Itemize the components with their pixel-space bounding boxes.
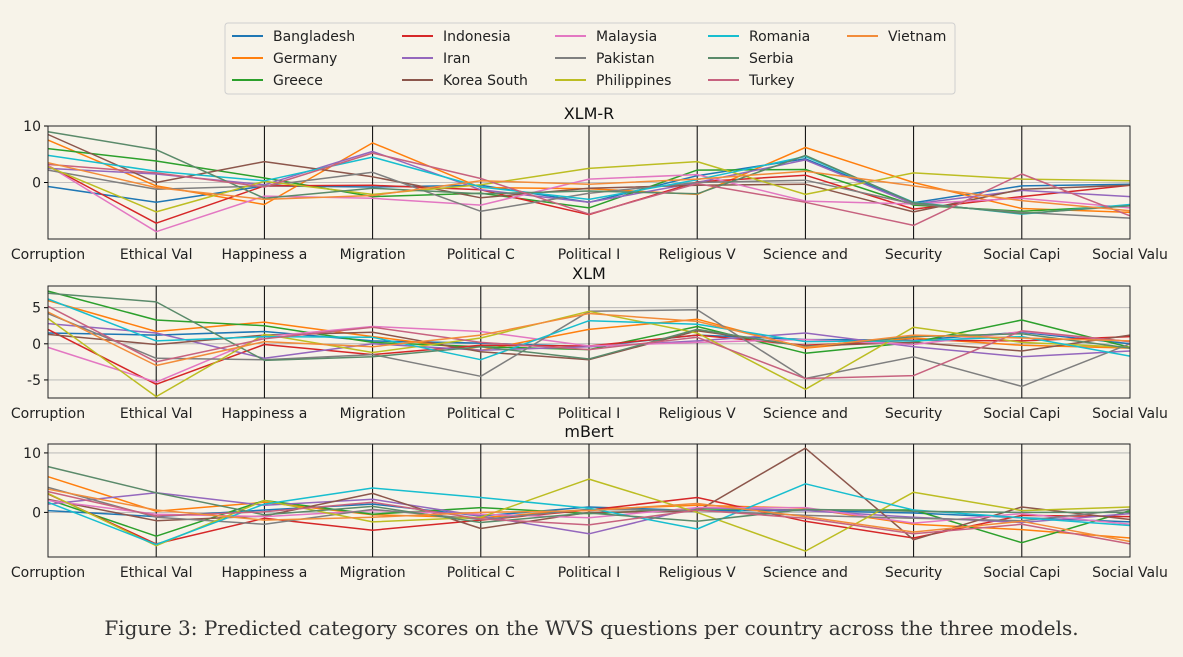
x-tick-label: Religious V: [659, 406, 736, 422]
legend-label: Bangladesh: [273, 29, 355, 45]
panel-mbert: 0 10 Corruption Ethical Val Happiness a Migra…: [11, 422, 1168, 581]
series-line-vietnam: [47, 488, 1131, 543]
series-line-iran: [47, 150, 1131, 205]
x-tick-label: Security: [885, 247, 943, 263]
legend-label: Philippines: [596, 73, 671, 89]
x-tick-label: Social Valu: [1092, 247, 1168, 263]
x-tick-label: Science and: [763, 406, 848, 422]
x-tick-label: Migration: [340, 565, 406, 581]
x-tick-label: Ethical Val: [120, 247, 193, 263]
panel-xlm-r: 0 10 Corruption Ethical Val Happiness a Migra…: [11, 104, 1168, 263]
y-tick-label: 0: [32, 176, 41, 192]
series-line-malaysia: [47, 164, 1131, 233]
x-tick-label: Corruption: [11, 247, 85, 263]
x-tick-label: Social Valu: [1092, 565, 1168, 581]
legend-label: Malaysia: [596, 29, 657, 45]
x-tick-label: Science and: [763, 247, 848, 263]
legend-label: Romania: [749, 29, 810, 45]
x-tick-label: Science and: [763, 565, 848, 581]
panel-title: XLM: [572, 264, 606, 283]
plot-frame: [47, 125, 1131, 240]
x-tick-label: Ethical Val: [120, 406, 193, 422]
panel-title: XLM-R: [564, 104, 615, 123]
chart-panels: 0 10 Corruption Ethical Val Happiness a Migra…: [11, 104, 1168, 581]
y-tick-label: -5: [27, 373, 41, 389]
x-tick-label: Political I: [558, 565, 620, 581]
series-line-turkey: [47, 152, 1131, 227]
x-tick-label: Religious V: [659, 565, 736, 581]
legend-label: Turkey: [748, 73, 795, 89]
x-tick-label: Social Capi: [983, 565, 1060, 581]
x-tick-label: Social Valu: [1092, 406, 1168, 422]
legend-label: Iran: [443, 51, 470, 67]
series-line-korea-south: [47, 133, 1131, 213]
x-tick-label: Social Capi: [983, 406, 1060, 422]
y-tick-label: 10: [23, 119, 41, 135]
x-tick-label: Political I: [558, 247, 620, 263]
x-tick-label: Happiness a: [221, 247, 307, 263]
plot-frame: [47, 285, 1131, 399]
x-tick-label: Political C: [447, 406, 515, 422]
legend-label: Korea South: [443, 73, 528, 89]
series-line-romania: [47, 483, 1131, 546]
series-line-turkey: [47, 490, 1131, 545]
legend-label: Vietnam: [888, 29, 946, 45]
y-tick-label: 5: [32, 301, 41, 317]
legend-label: Germany: [273, 51, 337, 67]
series-line-vietnam: [47, 161, 1131, 212]
legend-frame: [224, 22, 956, 95]
series-line-pakistan: [47, 486, 1131, 526]
y-tick-label: 0: [32, 505, 41, 521]
legend-label: Indonesia: [443, 29, 511, 45]
y-tick-label: 10: [23, 446, 41, 462]
x-tick-label: Security: [885, 565, 943, 581]
series-line-vietnam: [47, 311, 1131, 367]
x-tick-label: Corruption: [11, 406, 85, 422]
series-line-turkey: [47, 305, 1131, 380]
x-tick-label: Political I: [558, 406, 620, 422]
series-line-romania: [47, 298, 1131, 361]
x-tick-label: Political C: [447, 565, 515, 581]
x-tick-label: Corruption: [11, 565, 85, 581]
x-tick-label: Religious V: [659, 247, 736, 263]
panel-title: mBert: [564, 422, 613, 441]
x-tick-label: Migration: [340, 247, 406, 263]
series-line-serbia: [47, 465, 1130, 524]
plot-frame: [47, 443, 1131, 558]
chart-legend: Bangladesh Germany Greece Indonesia Iran Kore…: [224, 22, 956, 95]
series-line-philippines: [47, 160, 1131, 213]
x-tick-label: Ethical Val: [120, 565, 193, 581]
x-tick-label: Security: [885, 406, 943, 422]
x-tick-label: Political C: [447, 247, 515, 263]
panel-xlm: -5 0 5 Corruption Ethical Val Happiness a Migr…: [11, 264, 1168, 422]
figure-caption: Figure 3: Predicted category scores on t…: [104, 616, 1079, 640]
series-line-philippines: [47, 478, 1131, 552]
legend-label: Serbia: [749, 51, 794, 67]
x-tick-label: Happiness a: [221, 565, 307, 581]
y-tick-label: 0: [32, 337, 41, 353]
x-tick-label: Social Capi: [983, 247, 1060, 263]
x-tick-label: Happiness a: [221, 406, 307, 422]
legend-label: Greece: [273, 73, 323, 89]
legend-label: Pakistan: [596, 51, 655, 67]
x-tick-label: Migration: [340, 406, 406, 422]
series-line-philippines: [47, 310, 1131, 398]
